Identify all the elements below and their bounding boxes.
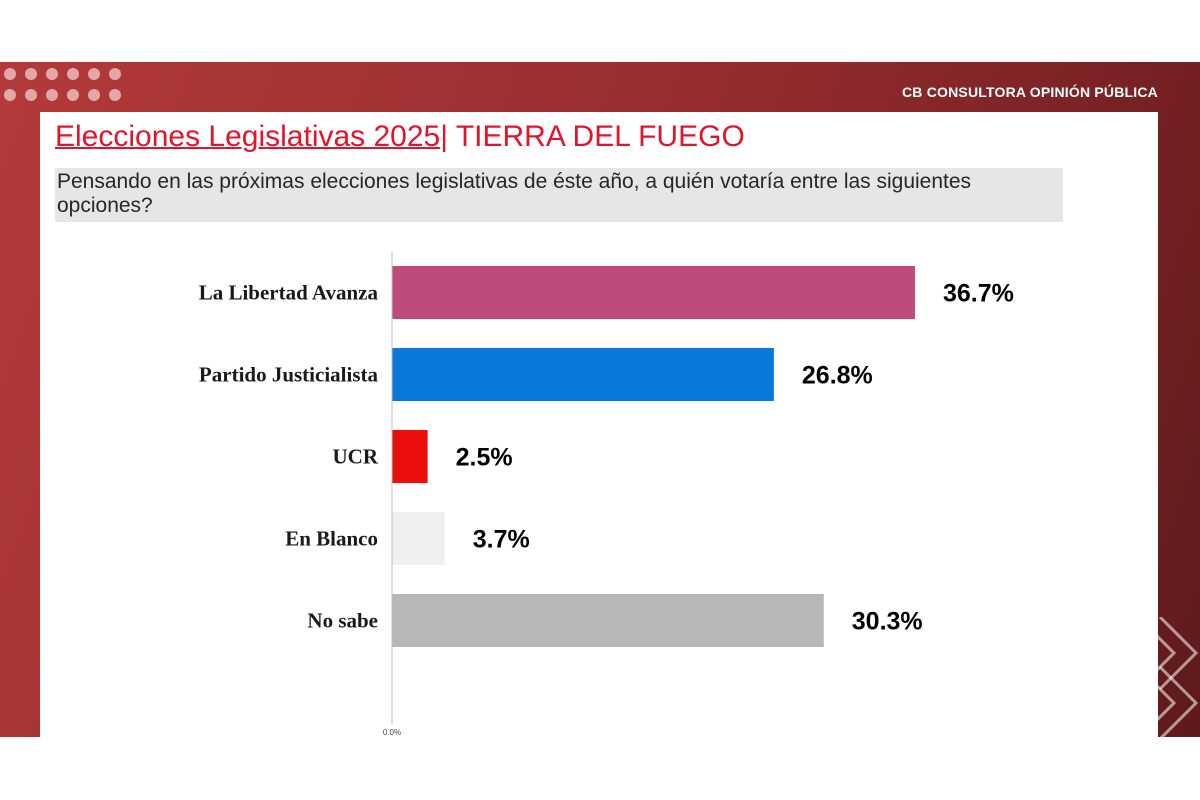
page-title: Elecciones Legislativas 2025| TIERRA DEL… <box>55 122 745 152</box>
category-label: No sabe <box>307 609 378 633</box>
decorative-dot <box>46 68 58 80</box>
decorative-dot <box>4 68 16 80</box>
decorative-dot <box>25 68 37 80</box>
content-card: Elecciones Legislativas 2025| TIERRA DEL… <box>40 112 1158 737</box>
decorative-dot <box>67 68 79 80</box>
x-tick-label: 0.0% <box>383 728 401 737</box>
bar <box>392 348 774 401</box>
value-label: 30.3% <box>852 608 923 636</box>
decorative-dot <box>4 89 16 101</box>
bar <box>392 266 915 319</box>
bar-chart: La Libertad Avanza 36.7% Partido Justicial… <box>199 252 1014 737</box>
category-label: La Libertad Avanza <box>199 281 379 305</box>
bar <box>392 594 824 647</box>
value-label: 36.7% <box>943 280 1014 308</box>
value-label: 3.7% <box>473 526 530 554</box>
decorative-dot <box>88 89 100 101</box>
category-label: Partido Justicialista <box>199 363 379 387</box>
category-label: En Blanco <box>285 527 378 551</box>
decorative-dot <box>46 89 58 101</box>
decorative-dot <box>25 89 37 101</box>
value-label: 2.5% <box>456 444 513 472</box>
slide-background: CB CONSULTORA OPINIÓN PÚBLICA Elecciones… <box>0 62 1200 737</box>
decorative-dot <box>88 68 100 80</box>
title-region: | TIERRA DEL FUEGO <box>440 120 745 153</box>
decorative-dot <box>67 89 79 101</box>
title-main: Elecciones Legislativas 2025 <box>55 120 441 153</box>
survey-question: Pensando en las próximas elecciones legi… <box>57 170 972 217</box>
bar <box>392 512 445 565</box>
decorative-dots <box>4 68 134 110</box>
decorative-dot <box>109 89 121 101</box>
brand-label: CB CONSULTORA OPINIÓN PÚBLICA <box>902 84 1158 100</box>
question-box: Pensando en las próximas elecciones legi… <box>55 168 1063 222</box>
category-label: UCR <box>333 445 379 469</box>
bar <box>392 430 428 483</box>
decorative-dot <box>109 68 121 80</box>
value-label: 26.8% <box>802 362 873 390</box>
